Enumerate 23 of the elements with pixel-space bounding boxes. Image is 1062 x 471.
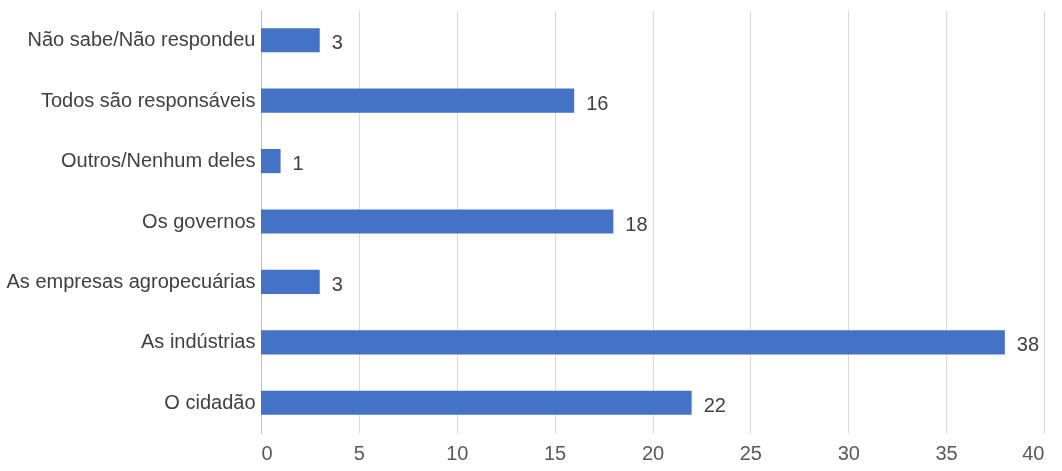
y-tick-label: Os governos [142,209,256,232]
y-tick-label: Todos são responsáveis [40,88,256,111]
data-label: 16 [586,91,609,114]
x-tick-label: 10 [446,441,469,464]
y-tick-label: Outros/Nenhum deles [60,149,256,172]
data-label: 18 [625,212,648,235]
x-tick-label: 15 [544,441,567,464]
x-tick-label: 40 [1022,441,1045,464]
y-tick-label: As indústrias [141,330,256,353]
x-tick-label: 30 [837,441,860,464]
y-tick-label: As empresas agropecuárias [6,269,256,292]
data-label: 3 [331,272,343,295]
x-tick-label: 0 [261,441,273,464]
data-label: 1 [292,152,304,175]
data-label: 3 [331,31,343,54]
x-tick-label: 35 [935,441,958,464]
data-label: 38 [1016,333,1040,356]
data-label: 22 [703,393,726,416]
y-tick-label: Não sabe/Não respondeu [27,28,256,51]
x-tick-label: 20 [641,441,665,464]
x-tick-label: 5 [353,441,365,464]
x-tick-label: 25 [739,441,762,464]
y-tick-label: O cidadão [164,390,256,413]
